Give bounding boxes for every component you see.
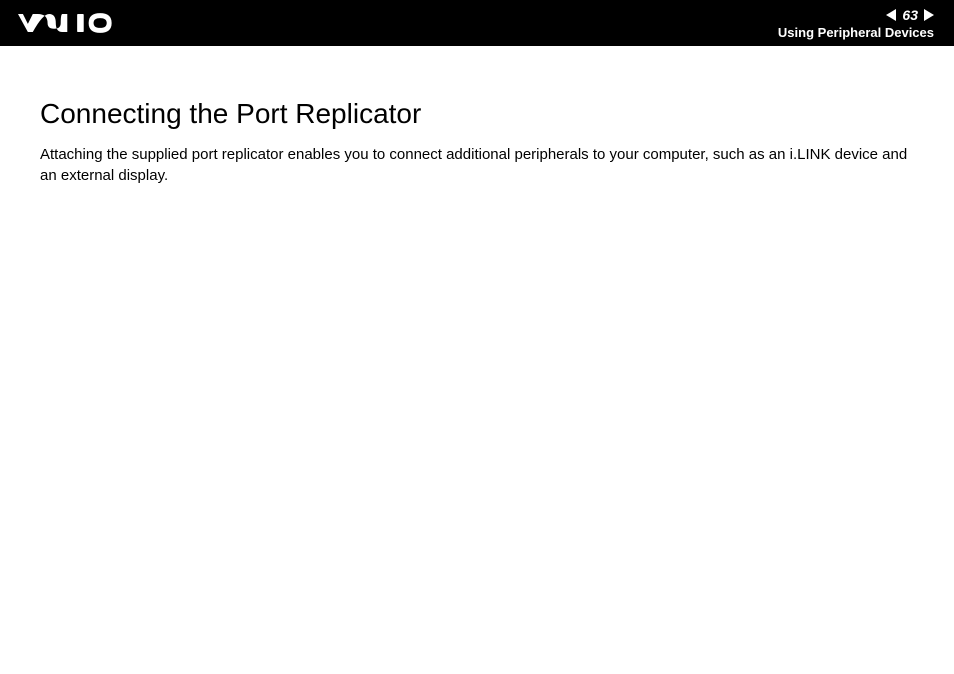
vaio-logo xyxy=(18,12,133,34)
page-number: 63 xyxy=(902,7,918,23)
prev-page-icon[interactable] xyxy=(886,9,896,21)
page-title: Connecting the Port Replicator xyxy=(40,98,914,130)
body-paragraph: Attaching the supplied port replicator e… xyxy=(40,144,914,186)
header-right: 63 Using Peripheral Devices xyxy=(778,7,934,40)
section-label: Using Peripheral Devices xyxy=(778,25,934,40)
header-bar: 63 Using Peripheral Devices xyxy=(0,0,954,46)
page-content: Connecting the Port Replicator Attaching… xyxy=(0,46,954,186)
next-page-icon[interactable] xyxy=(924,9,934,21)
page-navigation: 63 xyxy=(886,7,934,23)
